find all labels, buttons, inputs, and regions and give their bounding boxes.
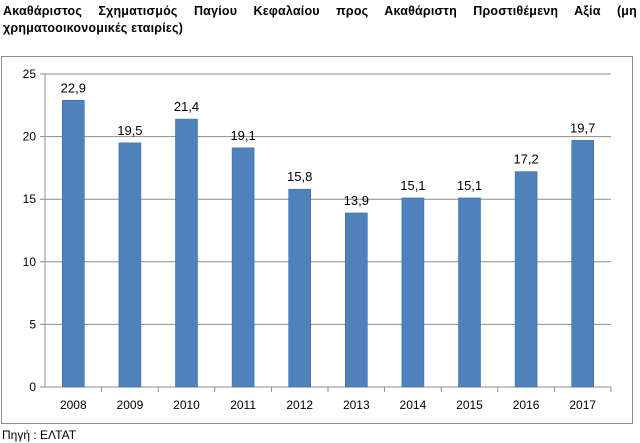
bar — [175, 118, 198, 388]
data-label: 19,5 — [117, 123, 142, 138]
x-tick-label: 2009 — [117, 398, 144, 412]
bar — [401, 197, 425, 388]
x-tick-label: 2011 — [230, 398, 256, 412]
x-tick-label: 2016 — [513, 398, 540, 412]
data-label: 13,9 — [344, 193, 369, 208]
x-tick-label: 2017 — [569, 398, 596, 412]
chart-area: 0 5 10 15 20 25 22,9 2008 19,5 2009 21,4 2010 19,1 20… — [1, 56, 633, 424]
y-tick-label: 20 — [23, 130, 37, 144]
x-tick-label: 2013 — [343, 398, 370, 412]
data-label: 17,2 — [513, 152, 538, 167]
y-tick-label: 25 — [23, 67, 37, 81]
y-tick-label: 15 — [23, 192, 37, 206]
x-tick-label: 2014 — [400, 398, 427, 412]
bar — [571, 140, 595, 388]
bar — [514, 171, 538, 388]
source-note: Πηγή : ΕΛΤΑΤ — [2, 428, 77, 442]
x-tick-label: 2008 — [60, 398, 87, 412]
bar-chart: 0 5 10 15 20 25 22,9 2008 19,5 2009 21,4 2010 19,1 20… — [23, 67, 612, 412]
y-tick-label: 10 — [23, 255, 37, 269]
x-tick-label: 2012 — [286, 398, 313, 412]
data-label: 15,1 — [400, 178, 425, 193]
bar — [61, 99, 85, 388]
data-label: 15,1 — [457, 178, 482, 193]
y-tick-label: 0 — [29, 380, 36, 394]
data-label: 19,1 — [230, 128, 255, 143]
data-label: 15,8 — [287, 169, 312, 184]
data-label: 21,4 — [174, 99, 199, 114]
data-label: 22,9 — [61, 80, 86, 95]
bar — [231, 147, 255, 388]
chart-title: Ακαθάριστος Σχηματισμός Παγίου Κεφαλαίου… — [3, 4, 637, 35]
bar — [288, 188, 312, 388]
x-tick-label: 2015 — [456, 398, 483, 412]
data-label: 19,7 — [570, 120, 595, 135]
bar — [344, 212, 368, 388]
x-tick-label: 2010 — [173, 398, 200, 412]
y-tick-label: 5 — [29, 317, 36, 331]
bar — [118, 142, 142, 388]
bar — [458, 197, 481, 388]
